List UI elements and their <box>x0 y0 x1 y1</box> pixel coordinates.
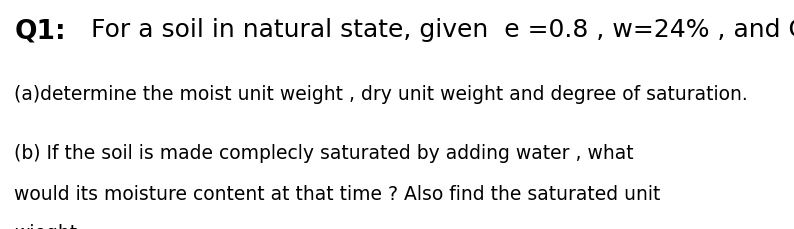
Text: Q1:: Q1: <box>14 18 66 44</box>
Text: (a)determine the moist unit weight , dry unit weight and degree of saturation.: (a)determine the moist unit weight , dry… <box>14 85 748 104</box>
Text: (b) If the soil is made complecly saturated by adding water , what: (b) If the soil is made complecly satura… <box>14 144 634 163</box>
Text: wieght.: wieght. <box>14 224 83 229</box>
Text: For a soil in natural state, given  e =0.8 , w=24% , and Gs=2.68: For a soil in natural state, given e =0.… <box>75 18 794 42</box>
Text: would its moisture content at that time ? Also find the saturated unit: would its moisture content at that time … <box>14 185 661 204</box>
